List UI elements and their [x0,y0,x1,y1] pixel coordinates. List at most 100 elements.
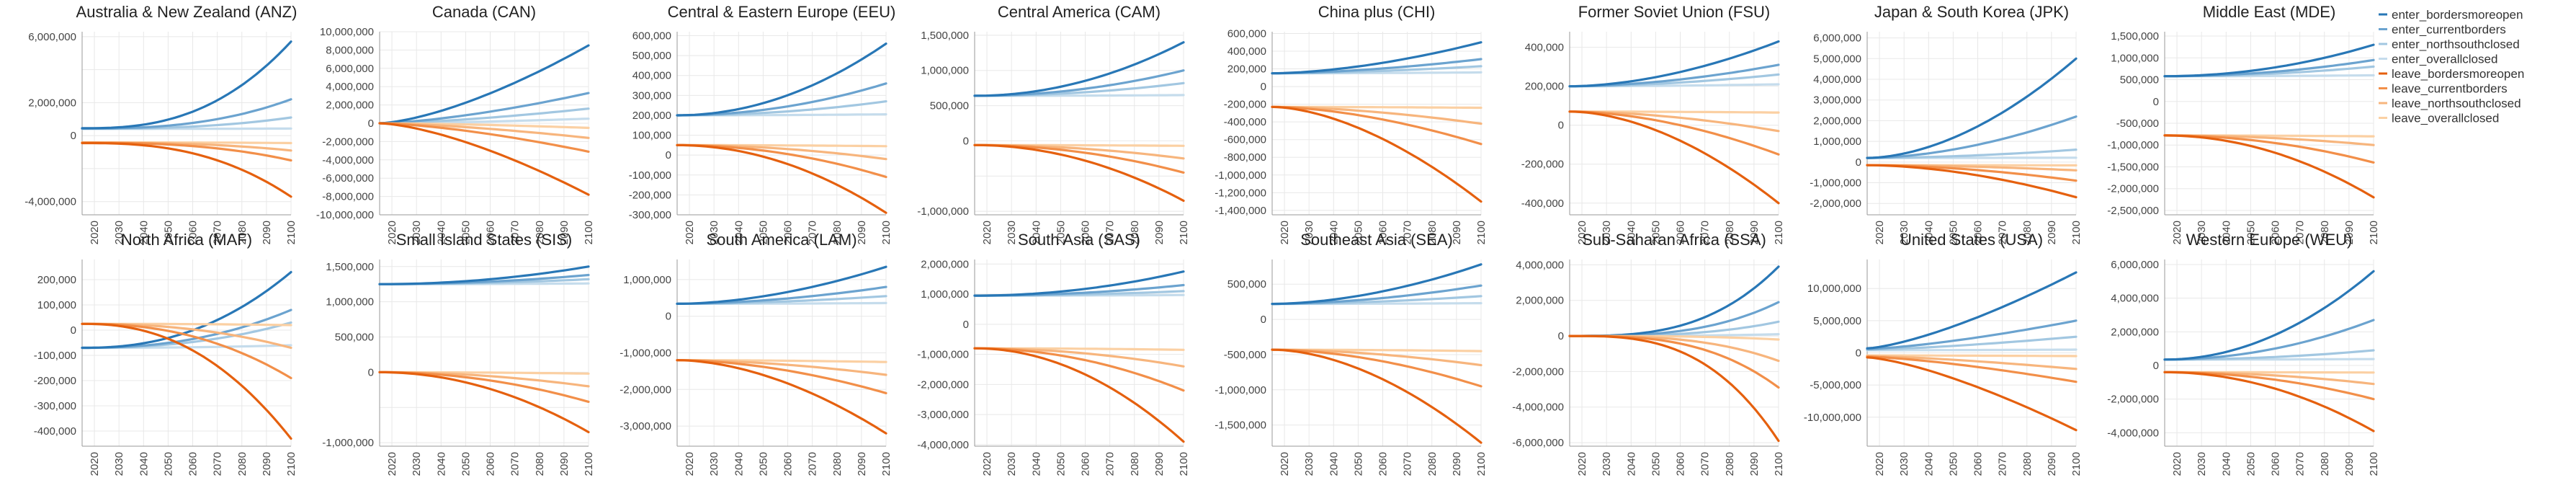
x-tick-label: 2080 [1129,452,1141,476]
x-tick-label: 2030 [411,452,423,476]
panel-6: Former Soviet Union (FSU) -400,000 -200,00… [1521,3,1785,244]
x-tick-label: 2060 [1080,452,1092,476]
x-tick-label: 2050 [1055,452,1067,476]
y-tick-label: -500,000 [1224,349,1266,361]
y-tick-label: -4,000,000 [322,154,374,167]
x-tick-label: 2060 [2270,221,2282,244]
panel-12: South Asia (SAS) -4,000,000 -3,000,000 -2,0… [917,231,1190,476]
y-tick-label: 400,000 [632,70,671,82]
y-tick-label: 2,000,000 [1813,115,1861,127]
panel-title: Sub-Saharan Africa (SSA) [1582,231,1766,249]
x-tick-label: 2020 [1874,221,1886,244]
x-tick-label: 2020 [981,452,993,476]
x-tick-label: 2080 [2021,452,2034,476]
x-tick-label: 2020 [89,452,101,476]
y-tick-label: -6,000,000 [322,172,374,185]
series-line-enter-currentborders [2163,319,2375,361]
y-tick-label: 500,000 [632,50,671,62]
y-tick-label: -1,000,000 [917,205,969,218]
x-tick-label: 2060 [1377,452,1390,476]
panel-1: Australia & New Zealand (ANZ) -4,000,000 0… [24,3,298,244]
panel-7: Japan & South Korea (JPK) -2,000,000 -1,00… [1810,3,2083,244]
panel-title: North Africa (MAF) [121,231,252,249]
y-tick-label: 1,500,000 [921,30,969,42]
y-tick-label: -1,000,000 [2107,139,2159,151]
y-tick-label: -1,500,000 [1215,420,1266,432]
y-tick-label: -4,000,000 [2107,427,2159,439]
series-line-enter-bordersmoreopen [81,40,292,130]
x-tick-label: 2090 [1153,452,1166,476]
series-line-enter-bordersmoreopen [81,270,292,350]
y-tick-label: 4,000,000 [1516,259,1564,271]
x-tick-label: 2100 [1475,221,1488,244]
series-line-leave-currentborders [1568,334,1780,389]
series-line-leave-northsouthclosed [1866,355,2078,371]
x-tick-label: 2030 [411,221,423,244]
y-tick-label: -2,000,000 [917,378,969,391]
y-tick-label: -2,000,000 [1810,198,1861,210]
legend-item: enter_currentborders [2379,23,2506,37]
x-tick-label: 2050 [757,452,769,476]
x-tick-label: 2040 [2220,452,2232,476]
legend-item: leave_northsouthclosed [2379,97,2521,110]
series-line-enter-currentborders [1866,319,2078,350]
y-tick-label: -200,000 [34,375,76,387]
series-line-enter-bordersmoreopen [378,265,590,285]
y-tick-label: 200,000 [1227,63,1266,76]
x-tick-label: 2030 [708,452,720,476]
x-tick-label: 2070 [212,221,224,244]
y-tick-label: -8,000,000 [322,191,374,203]
series-line-enter-bordersmoreopen [973,270,1185,297]
x-tick-label: 2030 [708,221,720,244]
legend-item: enter_bordersmoreopen [2379,8,2523,22]
x-tick-label: 2040 [1328,221,1340,244]
y-tick-label: 0 [1558,330,1564,342]
x-tick-label: 2070 [807,221,819,244]
series-line-enter-bordersmoreopen [1271,263,1482,306]
legend-label: enter_overallclosed [2392,53,2497,66]
y-tick-label: 0 [368,366,374,378]
x-tick-label: 2030 [1006,452,1018,476]
x-tick-label: 2090 [1451,221,1463,244]
x-tick-label: 2020 [2171,452,2183,476]
x-tick-label: 2040 [2220,221,2232,244]
series-line-enter-currentborders [378,92,590,125]
x-tick-label: 2090 [856,452,868,476]
panel-15: United States (USA) -10,000,000 -5,000,000… [1804,231,2083,476]
x-tick-label: 2090 [261,452,273,476]
x-tick-label: 2030 [1303,452,1315,476]
series-line-leave-bordersmoreopen [1271,348,1482,444]
series-line-leave-currentborders [1866,355,2078,383]
x-tick-label: 2080 [1426,452,1439,476]
y-tick-label: 4,000,000 [1813,74,1861,86]
x-tick-label: 2090 [2343,452,2356,476]
panel-title: United States (USA) [1900,231,2043,249]
y-tick-label: -2,000,000 [322,136,374,148]
x-tick-label: 2060 [485,452,497,476]
y-tick-label: -2,000,000 [1512,365,1564,378]
legend-label: leave_overallclosed [2392,112,2499,125]
y-tick-label: 6,000,000 [1813,32,1861,45]
y-tick-label: 300,000 [632,89,671,102]
x-tick-label: 2090 [2046,221,2058,244]
x-tick-label: 2100 [1178,452,1190,476]
x-tick-label: 2080 [1724,221,1736,244]
x-tick-label: 2020 [1576,221,1588,244]
y-tick-label: 500,000 [1227,278,1266,290]
panel-14: Sub-Saharan Africa (SSA) -6,000,000 -4,000… [1512,231,1785,476]
series-line-enter-currentborders [676,82,887,117]
series-line-leave-currentborders [1271,348,1482,388]
panel-title: Middle East (MDE) [2203,3,2336,21]
panel-13: Southeast Asia (SEA) -1,500,000 -1,000,000… [1215,231,1488,476]
y-tick-label: -500,000 [2116,117,2159,130]
panel-11: South America (LAM) -3,000,000 -2,000,000 -… [620,231,893,476]
x-tick-label: 2040 [1328,452,1340,476]
series-line-enter-currentborders [1866,115,2078,159]
x-tick-label: 2040 [1923,452,1935,476]
y-tick-label: -1,000,000 [1215,384,1266,396]
x-tick-label: 2090 [558,221,571,244]
x-tick-label: 2100 [583,221,595,244]
x-tick-label: 2070 [509,452,522,476]
x-tick-label: 2080 [1724,452,1736,476]
